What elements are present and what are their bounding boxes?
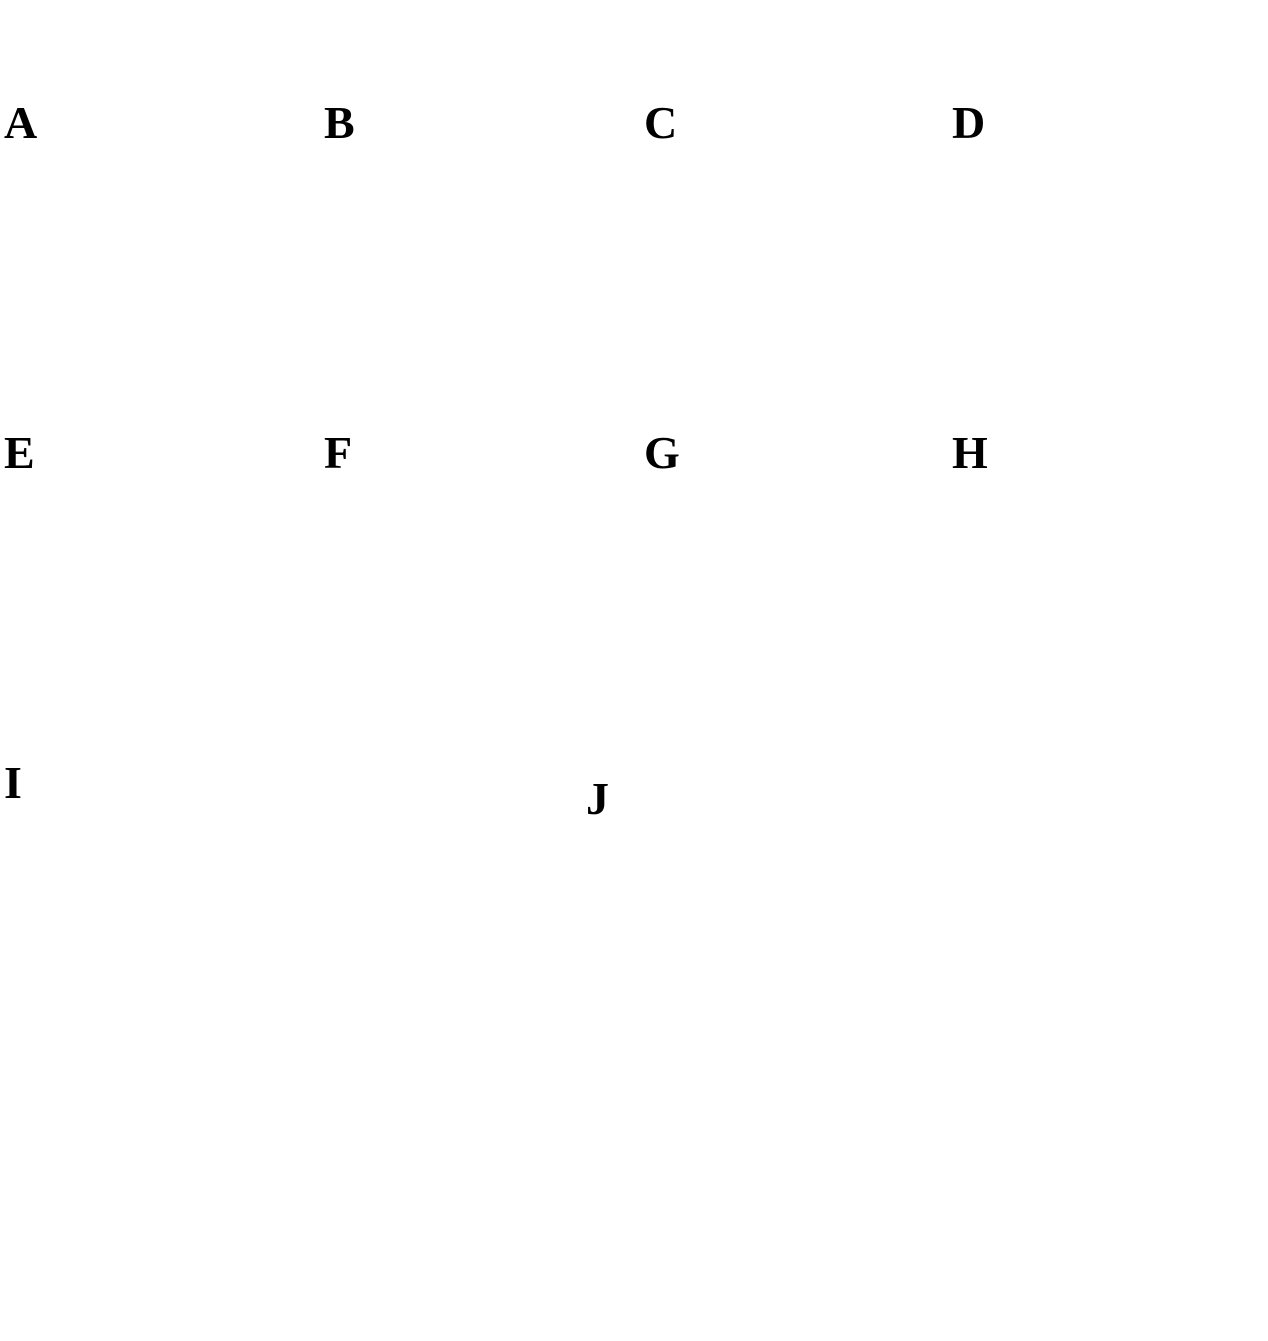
panel-e-letter: E	[4, 427, 35, 478]
panel-f-chart	[320, 430, 638, 762]
panel-f: F	[320, 427, 638, 762]
panel-e-chart	[0, 430, 318, 762]
panel-d-chart	[948, 100, 1268, 432]
panel-h: H	[948, 427, 1268, 762]
panel-j: J	[560, 760, 1268, 1341]
panel-i-western-blot: I	[0, 757, 560, 1341]
panel-a-letter: A	[4, 97, 38, 148]
panel-g: G	[640, 427, 958, 762]
figure-legend	[0, 12, 1268, 88]
panel-i-letter: I	[4, 757, 22, 808]
panel-f-letter: F	[324, 427, 353, 478]
panel-d: D	[948, 97, 1268, 432]
panel-b-chart	[320, 100, 638, 432]
panel-c-chart	[640, 100, 958, 432]
western-blot	[0, 760, 560, 1341]
panel-j-chart	[560, 760, 1268, 1341]
panel-e: E	[0, 427, 318, 762]
panel-h-chart	[948, 430, 1268, 762]
panel-h-letter: H	[952, 427, 988, 478]
panel-g-chart	[640, 430, 958, 762]
panel-d-letter: D	[952, 97, 986, 148]
panel-b-letter: B	[324, 97, 355, 148]
panel-j-letter: J	[586, 773, 609, 824]
panel-c: C	[640, 97, 958, 432]
panel-c-letter: C	[644, 97, 678, 148]
panel-a: A	[0, 97, 318, 432]
panel-a-chart	[0, 100, 318, 432]
panel-g-letter: G	[644, 427, 680, 478]
panel-b: B	[320, 97, 638, 432]
